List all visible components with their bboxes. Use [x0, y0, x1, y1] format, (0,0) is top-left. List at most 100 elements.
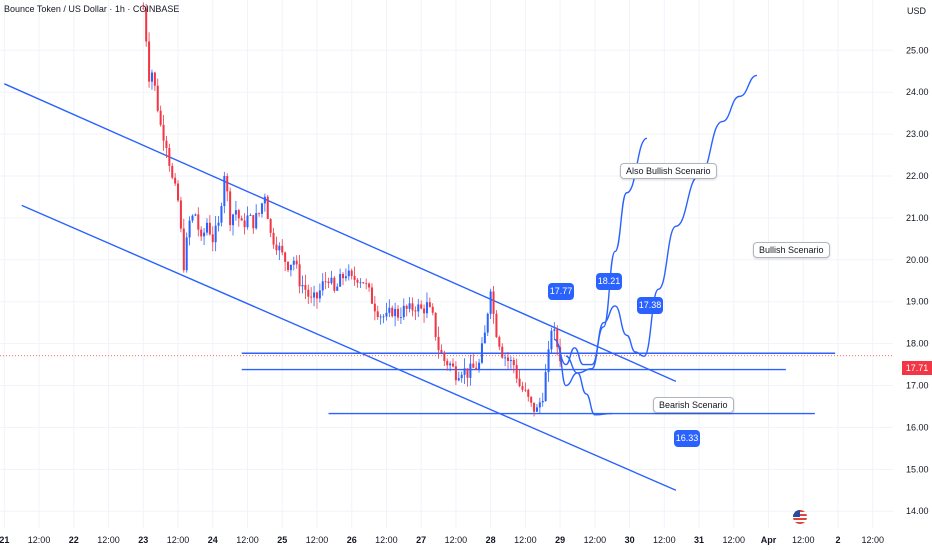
candle-body — [350, 270, 353, 276]
candle-body — [275, 244, 278, 251]
candle-body — [414, 310, 417, 312]
candle-body — [544, 372, 547, 401]
candle-body — [298, 264, 301, 287]
candle-body — [336, 286, 339, 291]
price-tag-17-38[interactable]: 17.38 — [637, 297, 663, 314]
candle-body — [399, 317, 402, 318]
candle-body — [512, 359, 515, 366]
time-axis[interactable]: 21 12:00 22 12:00 23 12:00 24 12:00 25 12:00 26 12:… — [0, 535, 884, 545]
candle-body — [365, 283, 368, 285]
candle-body — [249, 215, 252, 216]
candle-body — [142, 8, 145, 10]
candle-body — [342, 274, 345, 279]
candle-body — [370, 287, 373, 304]
candle-body — [515, 365, 518, 379]
candle-body — [524, 389, 527, 391]
us-flag-icon[interactable] — [793, 510, 807, 524]
price-tag-18-21[interactable]: 18.21 — [596, 273, 622, 290]
time-tick-label: 25 — [277, 535, 287, 545]
price-tick-label: 22.00 — [906, 171, 929, 181]
candle-body — [509, 359, 512, 361]
candle-body — [538, 402, 541, 408]
candle-body — [191, 215, 194, 221]
annotation-bullish[interactable]: Bullish Scenario — [753, 242, 830, 258]
candle-body — [376, 311, 379, 318]
candle-body — [388, 307, 391, 313]
price-tag-16-33[interactable]: 16.33 — [674, 430, 700, 447]
candle-body — [272, 232, 275, 245]
candle-body — [457, 378, 460, 381]
candle-body — [541, 400, 544, 403]
price-tick-label: 21.00 — [906, 213, 929, 223]
candle-body — [315, 292, 318, 299]
candle-body — [269, 219, 272, 233]
symbol-title[interactable]: Bounce Token / US Dollar · 1h · COINBASE — [4, 4, 180, 14]
candle-body — [405, 305, 408, 309]
trend-lines — [0, 83, 893, 491]
candle-body — [454, 366, 457, 381]
grid — [0, 0, 893, 528]
time-tick-label: 28 — [486, 535, 496, 545]
candle-body — [501, 346, 504, 358]
annotation-also-bullish[interactable]: Also Bullish Scenario — [620, 163, 717, 179]
candle-body — [223, 175, 226, 207]
candle-body — [550, 330, 553, 350]
candle-body — [451, 363, 455, 367]
time-tick-label: 12:00 — [236, 535, 259, 545]
candle-body — [321, 281, 324, 291]
time-tick-label: 12:00 — [28, 535, 51, 545]
candle-body — [284, 252, 287, 262]
price-tick-label: 19.00 — [906, 297, 929, 307]
time-tick-label: 29 — [555, 535, 565, 545]
candle-body — [295, 260, 298, 265]
time-tick-label: 12:00 — [723, 535, 746, 545]
candle-body — [287, 261, 290, 271]
candle-body — [449, 363, 452, 366]
candle-body — [150, 72, 153, 82]
time-tick-label: 31 — [694, 535, 704, 545]
candles — [142, 2, 562, 417]
candle-body — [428, 302, 431, 307]
candle-body — [437, 336, 440, 351]
price-axis[interactable]: 14.00 15.00 16.00 17.00 18.00 19.00 20.00 21.00… — [906, 45, 929, 516]
candle-body — [313, 292, 316, 298]
candle-body — [148, 41, 151, 82]
candle-body — [304, 284, 307, 290]
price-tick-label: 17.00 — [906, 381, 929, 391]
candle-body — [289, 264, 292, 271]
currency-label: USD — [906, 6, 926, 16]
candle-body — [408, 303, 411, 309]
candle-body — [423, 308, 426, 314]
candle-body — [234, 210, 237, 215]
candle-body — [495, 313, 498, 338]
price-tick-label: 14.00 — [906, 506, 929, 516]
price-tick-label: 20.00 — [906, 255, 929, 265]
candle-body — [527, 389, 530, 397]
candle-body — [518, 378, 521, 387]
candle-body — [200, 229, 203, 237]
candle-body — [356, 279, 359, 283]
price-tick-label: 18.00 — [906, 339, 929, 349]
candle-body — [344, 276, 347, 279]
candle-body — [333, 277, 336, 291]
candle-body — [205, 222, 208, 233]
time-tick-label: 12:00 — [445, 535, 468, 545]
candle-body — [359, 282, 362, 284]
candle-body — [324, 281, 327, 283]
time-tick-label: 30 — [625, 535, 635, 545]
annotation-bearish[interactable]: Bearish Scenario — [653, 397, 734, 413]
scenario-paths — [553, 74, 758, 416]
channel-upper-line — [4, 83, 677, 382]
candle-body — [211, 234, 214, 243]
time-tick-label: 12:00 — [653, 535, 676, 545]
candle-body — [174, 177, 177, 184]
candle-body — [165, 140, 168, 149]
candle-body — [197, 214, 200, 230]
candle-body — [220, 206, 223, 223]
time-tick-label: 12:00 — [861, 535, 884, 545]
candle-body — [260, 203, 263, 214]
candle-body — [373, 303, 376, 312]
candle-body — [530, 396, 533, 403]
price-tag-17-77[interactable]: 17.77 — [548, 283, 574, 300]
